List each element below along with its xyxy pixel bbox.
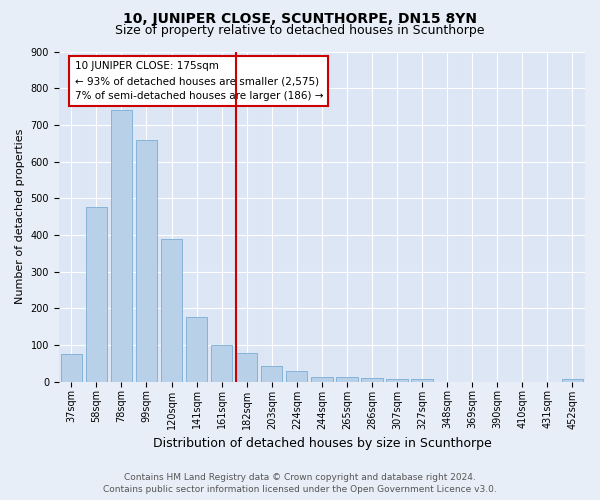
Bar (236, 354, 257, 382)
Bar (86, 208, 107, 382)
Text: 10 JUNIPER CLOSE: 175sqm
← 93% of detached houses are smaller (2,575)
7% of semi: 10 JUNIPER CLOSE: 175sqm ← 93% of detach… (74, 62, 323, 101)
Bar (286, 370, 307, 382)
Bar (136, 140, 157, 382)
X-axis label: Distribution of detached houses by size in Scunthorpe: Distribution of detached houses by size … (152, 437, 491, 450)
Text: 10, JUNIPER CLOSE, SCUNTHORPE, DN15 8YN: 10, JUNIPER CLOSE, SCUNTHORPE, DN15 8YN (123, 12, 477, 26)
Bar (161, 238, 182, 382)
Y-axis label: Number of detached properties: Number of detached properties (15, 129, 25, 304)
Bar (361, 378, 383, 382)
Bar (412, 379, 433, 382)
Bar (211, 345, 232, 382)
Bar (386, 378, 408, 382)
Text: Contains HM Land Registry data © Crown copyright and database right 2024.
Contai: Contains HM Land Registry data © Crown c… (103, 472, 497, 494)
Bar (311, 376, 332, 382)
Bar (261, 366, 283, 382)
Bar (111, 110, 132, 382)
Bar (61, 354, 82, 382)
Bar (186, 318, 207, 382)
Text: Size of property relative to detached houses in Scunthorpe: Size of property relative to detached ho… (115, 24, 485, 37)
Bar (336, 378, 358, 382)
Bar (562, 378, 583, 382)
